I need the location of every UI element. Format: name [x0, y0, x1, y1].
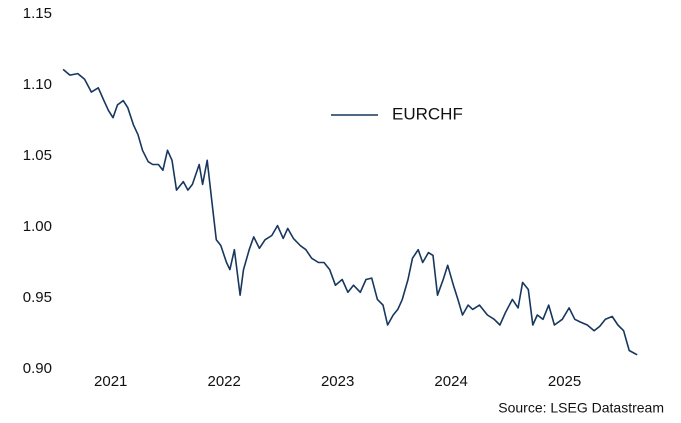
x-tick-label: 2024: [434, 373, 467, 390]
y-tick-label: 1.10: [23, 76, 52, 93]
x-tick-label: 2025: [548, 373, 581, 390]
y-tick-label: 1.15: [23, 5, 52, 22]
y-tick-label: 0.90: [23, 360, 52, 377]
x-tick-label: 2023: [321, 373, 354, 390]
legend-label: EURCHF: [392, 104, 463, 123]
y-tick-label: 1.00: [23, 218, 52, 235]
x-tick-label: 2021: [94, 373, 127, 390]
series-line: [62, 68, 638, 356]
y-tick-label: 0.95: [23, 289, 52, 306]
x-tick-label: 2022: [208, 373, 241, 390]
y-tick-label: 1.05: [23, 147, 52, 164]
source-note: Source: LSEG Datastream: [498, 400, 664, 416]
